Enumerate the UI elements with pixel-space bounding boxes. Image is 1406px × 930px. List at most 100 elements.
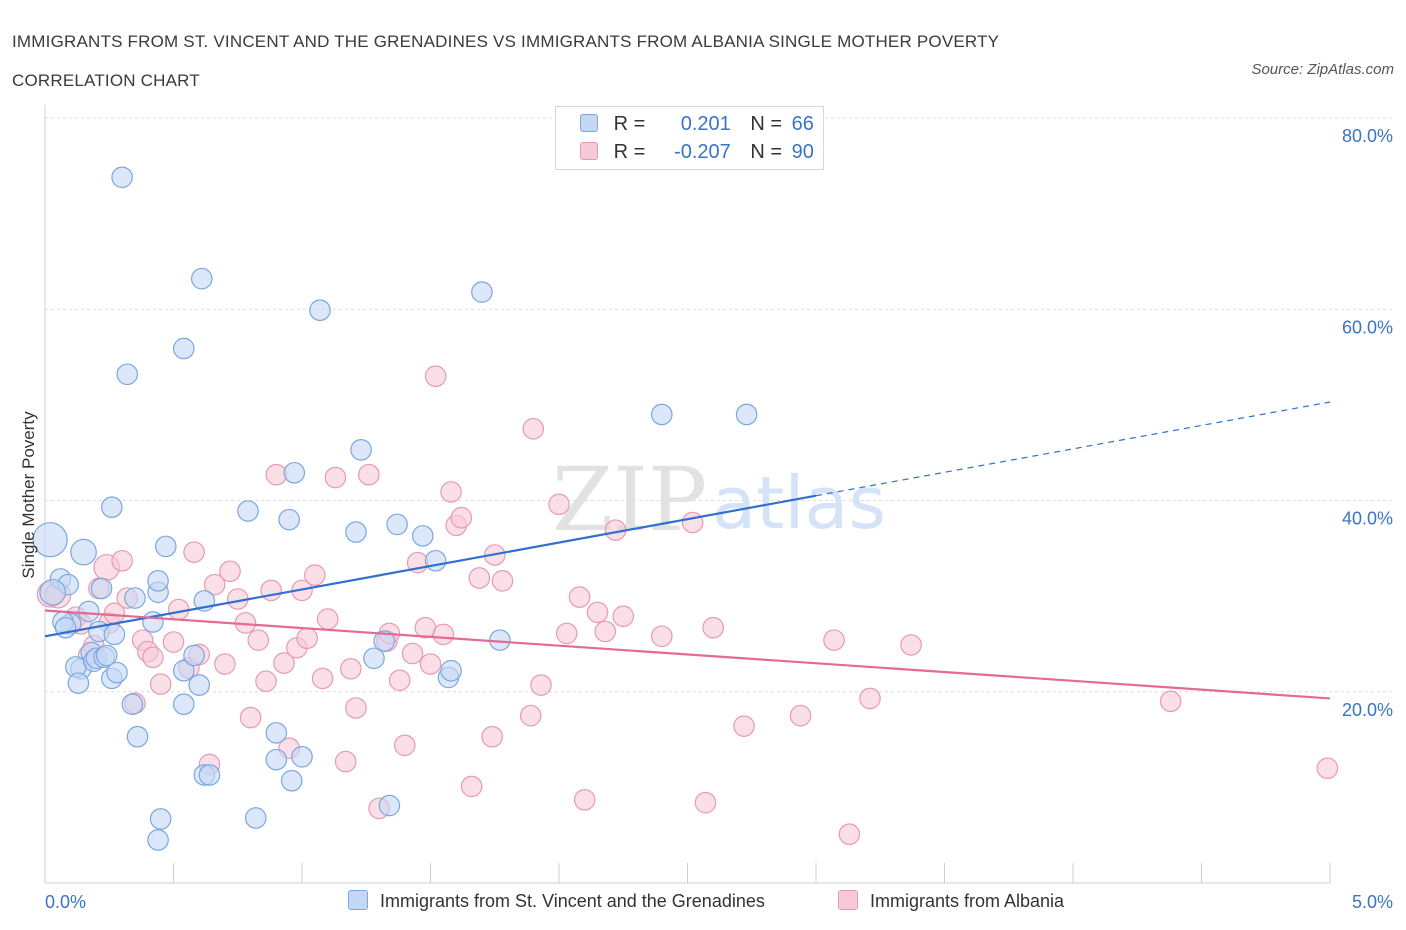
albania-point (183, 541, 205, 563)
bottom-legend-albania: Immigrants from Albania (838, 890, 1064, 912)
legend-row-albania: R = -0.207 N = 90 (580, 141, 814, 165)
albania-point (530, 674, 552, 696)
albania-point (586, 601, 609, 624)
st-vincent-point (172, 693, 195, 715)
albania-point (316, 608, 339, 630)
st-vincent-point (283, 461, 306, 484)
y-tick-label: 80.0% (1342, 126, 1393, 146)
albania-point (358, 463, 380, 486)
albania-point (481, 725, 503, 748)
bottom-legend-label: Immigrants from St. Vincent and the Gren… (380, 891, 765, 911)
axes (44, 105, 1331, 884)
albania-point (440, 481, 462, 503)
albania-point (273, 652, 295, 674)
st-vincent-point (90, 577, 113, 600)
st-vincent-point (147, 829, 169, 851)
albania-point (468, 567, 491, 589)
albania-point (340, 657, 362, 680)
st-vincent-point (411, 525, 434, 547)
albania-point (265, 463, 288, 486)
albania-point (334, 750, 357, 773)
albania-point (694, 791, 717, 814)
bottom-swatch-pink (838, 890, 858, 910)
st-vincent-point (386, 513, 408, 536)
x-tick-label-max: 5.0% (1352, 892, 1393, 912)
albania-point (239, 706, 262, 729)
albania-point (393, 734, 416, 757)
albania-point (681, 511, 704, 534)
st-vincent-point (198, 764, 221, 786)
albania-point (838, 823, 861, 846)
albania-point (548, 493, 570, 516)
y-axis-title: Single Mother Poverty (19, 411, 38, 579)
x-tick-label-min: 0.0% (45, 892, 86, 912)
albania-point (414, 616, 437, 639)
albania-point (260, 579, 282, 602)
st-vincent-point (106, 661, 128, 684)
gridlines (45, 117, 1395, 693)
st-vincent-point (291, 745, 313, 768)
legend-n-label: N = (750, 141, 783, 163)
st-vincent-points (32, 166, 758, 851)
albania-points (36, 365, 1339, 846)
st-vincent-point (424, 549, 447, 572)
albania-point (255, 670, 277, 693)
albania-point (491, 570, 514, 592)
st-vincent-point (373, 630, 396, 652)
albania-point (650, 625, 673, 648)
albania-point (555, 622, 578, 645)
st-vincent-point (32, 522, 68, 558)
bottom-swatch-blue (348, 890, 368, 910)
albania-point (296, 627, 318, 649)
st-vincent-point (244, 807, 267, 829)
bottom-legend-st-vincent: Immigrants from St. Vincent and the Gren… (348, 890, 765, 912)
st-vincent-point (237, 500, 259, 522)
albania-point (214, 653, 236, 675)
axis-labels: 20.0% 40.0% 60.0% 80.0% 0.0% 5.0% Single Mothe… (19, 126, 1393, 912)
st-vincent-point (265, 748, 288, 771)
legend-swatch-pink (580, 142, 598, 160)
st-vincent-point (378, 794, 401, 817)
st-vincent-point (280, 769, 303, 792)
albania-point (203, 573, 226, 596)
trend-lines (44, 401, 1331, 700)
legend-row-st-vincent: R = 0.201 N = 66 (580, 113, 814, 137)
albania-point (859, 687, 881, 710)
st-vincent-point (440, 659, 462, 682)
st-vincent-point (471, 281, 493, 303)
albania-point (702, 616, 724, 639)
y-tick-label: 60.0% (1342, 317, 1393, 337)
albania-point (388, 669, 411, 692)
albania-point (111, 549, 133, 572)
albania-point (900, 634, 922, 656)
y-tick-label: 20.0% (1342, 700, 1393, 720)
albania-point (612, 605, 635, 628)
albania-trend-line (44, 609, 1331, 700)
albania-point (733, 715, 755, 737)
albania-point (1159, 690, 1182, 713)
st-vincent-point (147, 570, 169, 592)
albania-point (450, 506, 473, 529)
albania-point (573, 789, 596, 811)
st-vincent-point (124, 587, 146, 609)
albania-point (789, 704, 812, 727)
albania-point (1316, 757, 1339, 780)
albania-point (219, 560, 241, 583)
st-vincent-point (190, 267, 213, 290)
st-vincent-point (39, 578, 67, 606)
legend-n-value: 66 (791, 113, 814, 135)
st-vincent-point (149, 808, 172, 830)
albania-point (419, 653, 442, 675)
st-vincent-point (735, 403, 758, 426)
st-vincent-point (70, 538, 97, 566)
st-vincent-point (188, 674, 210, 696)
albania-point (324, 466, 347, 489)
legend-r-label: R = (613, 141, 646, 163)
albania-point (519, 704, 542, 727)
watermark-zip: ZIP (552, 448, 707, 551)
albania-point (345, 697, 367, 719)
st-vincent-point (101, 496, 123, 518)
st-vincent-point (278, 508, 300, 531)
st-vincent-point (111, 166, 133, 189)
